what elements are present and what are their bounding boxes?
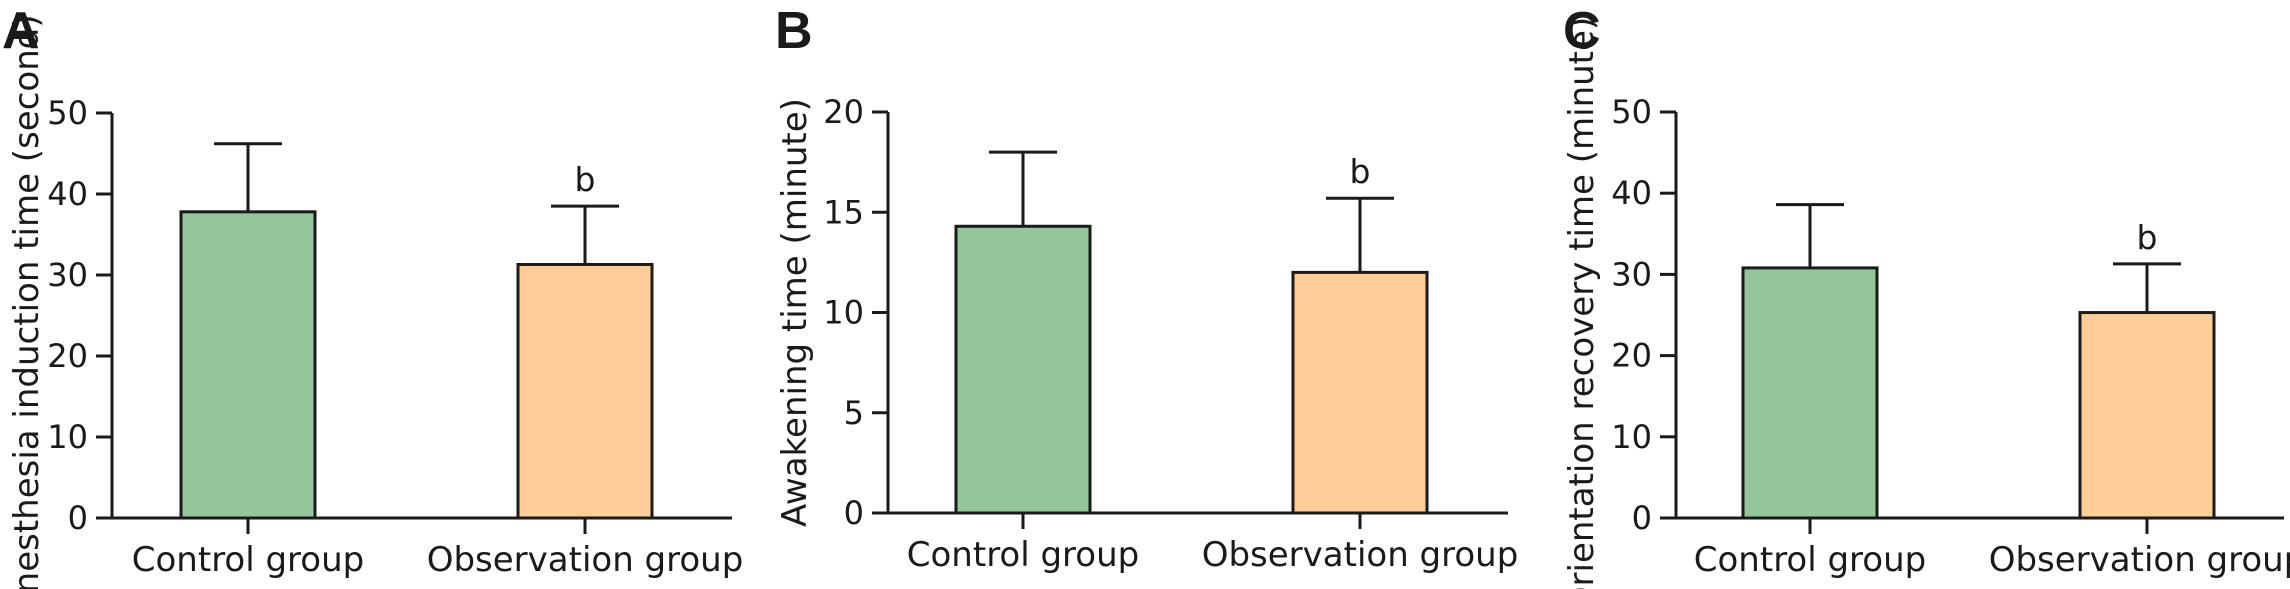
significance-marker: b [575, 160, 596, 199]
y-axis-label: Orientation recovery time (minute) [1562, 17, 1602, 589]
y-tick-label: 40 [1611, 174, 1652, 212]
bar-control [1741, 266, 1879, 520]
y-tick-label: 20 [1611, 337, 1652, 375]
category-label: Control group [1694, 540, 1926, 580]
y-tick-label: 20 [823, 93, 864, 131]
y-tick-label: 0 [68, 499, 88, 537]
category-label: Observation group [427, 540, 744, 580]
y-tick-label: 15 [823, 193, 864, 231]
category-label: Observation group [1202, 535, 1519, 575]
y-axis-label: Anesthesia induction time (second) [7, 14, 47, 589]
y-tick-label: 10 [1611, 418, 1652, 456]
bar-observation [1291, 270, 1429, 515]
bar-observation [516, 262, 654, 520]
panel-letter: B [775, 2, 813, 60]
y-tick-label: 30 [47, 256, 88, 294]
y-tick-label: 30 [1611, 255, 1652, 293]
y-tick-label: 0 [844, 494, 864, 532]
significance-marker: b [2137, 218, 2158, 257]
category-label: Control group [907, 535, 1139, 575]
panel-letter: A [2, 2, 40, 60]
y-tick-label: 0 [1632, 499, 1652, 537]
bar-control [954, 224, 1092, 515]
y-tick-label: 40 [47, 175, 88, 213]
y-tick-label: 10 [47, 418, 88, 456]
y-tick-label: 50 [47, 94, 88, 132]
bar-control [179, 210, 317, 520]
y-tick-label: 50 [1611, 93, 1652, 131]
panel-letter: C [1563, 2, 1601, 60]
y-tick-label: 5 [844, 394, 864, 432]
bar-observation [2078, 311, 2216, 520]
category-label: Control group [132, 540, 364, 580]
chart-panel-b: B Awakening time (minute) 0 5 10 15 20 Control … [775, 2, 1518, 575]
y-axis-label: Awakening time (minute) [775, 98, 815, 527]
y-tick-label: 10 [823, 294, 864, 332]
category-label: Observation group [1989, 540, 2290, 580]
significance-marker: b [1350, 152, 1371, 191]
y-tick-label: 20 [47, 337, 88, 375]
